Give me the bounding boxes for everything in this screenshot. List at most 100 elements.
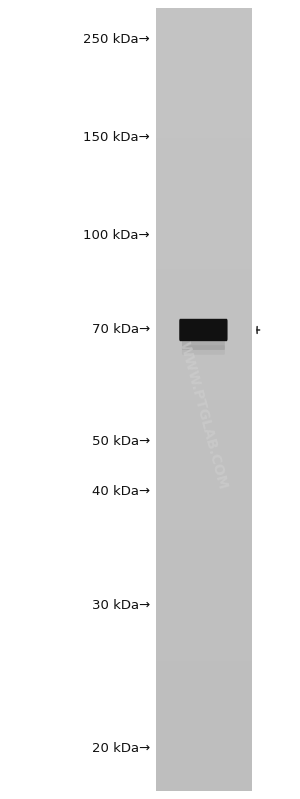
Bar (156, 738, 252, 741)
Bar (156, 699, 252, 702)
Bar (156, 180, 252, 183)
Bar (156, 705, 252, 707)
Bar (156, 559, 252, 562)
Bar (156, 357, 252, 360)
Text: 250 kDa→: 250 kDa→ (83, 34, 150, 46)
Bar (156, 232, 252, 235)
Bar (156, 326, 252, 329)
Bar (156, 114, 252, 117)
Bar (156, 425, 252, 428)
Bar (156, 602, 252, 606)
Bar (156, 52, 252, 55)
Bar (156, 467, 252, 470)
Bar (156, 441, 252, 444)
Bar (156, 211, 252, 214)
Bar (156, 491, 252, 494)
Bar (156, 368, 252, 371)
Bar (156, 206, 252, 209)
Bar (156, 749, 252, 752)
Bar (156, 109, 252, 113)
Bar (156, 167, 252, 170)
Bar (156, 310, 252, 313)
Bar (156, 42, 252, 45)
Bar (156, 503, 252, 507)
Bar (156, 574, 252, 577)
Bar (156, 548, 252, 551)
Bar (156, 741, 252, 744)
Text: 100 kDa→: 100 kDa→ (83, 229, 150, 242)
Bar (156, 68, 252, 70)
Bar (156, 470, 252, 472)
Bar (156, 138, 252, 141)
Bar (156, 209, 252, 212)
Bar (156, 7, 252, 10)
Bar (156, 201, 252, 204)
Bar (156, 328, 252, 332)
Bar (156, 509, 252, 511)
Bar (156, 39, 252, 42)
Bar (156, 219, 252, 222)
Bar (156, 506, 252, 509)
Bar (156, 639, 252, 642)
Bar (156, 190, 252, 193)
Bar (156, 128, 252, 131)
Bar (156, 713, 252, 715)
Bar (156, 715, 252, 718)
Bar (156, 376, 252, 379)
Bar (156, 751, 252, 754)
Bar (156, 97, 252, 99)
Bar (156, 352, 252, 355)
Bar (156, 746, 252, 749)
Bar (156, 594, 252, 598)
Bar (156, 276, 252, 280)
Bar (156, 18, 252, 21)
Bar (156, 214, 252, 217)
Bar (156, 334, 252, 337)
Bar (156, 788, 252, 791)
Bar (156, 65, 252, 68)
Bar (156, 754, 252, 757)
Bar (156, 637, 252, 640)
Bar (156, 136, 252, 138)
Bar (156, 590, 252, 593)
Bar (156, 62, 252, 66)
Bar (156, 371, 252, 373)
Bar (156, 551, 252, 554)
Bar (156, 237, 252, 240)
Bar (156, 324, 252, 327)
Bar (156, 185, 252, 188)
Bar (156, 532, 252, 535)
Bar (156, 394, 252, 397)
Bar (156, 282, 252, 284)
Bar (156, 577, 252, 579)
Bar (156, 400, 252, 402)
Bar (156, 730, 252, 733)
Bar (156, 316, 252, 319)
Bar (156, 75, 252, 78)
Bar (156, 373, 252, 376)
Bar (156, 462, 252, 465)
Bar (156, 600, 252, 603)
Bar (156, 775, 252, 778)
Bar (156, 483, 252, 486)
Bar (156, 253, 252, 256)
Text: 40 kDa→: 40 kDa→ (92, 485, 150, 498)
Bar (156, 91, 252, 94)
Text: 30 kDa→: 30 kDa→ (92, 599, 150, 612)
Bar (156, 645, 252, 647)
Bar (156, 292, 252, 295)
Bar (156, 780, 252, 783)
Bar (156, 618, 252, 622)
FancyBboxPatch shape (179, 319, 228, 341)
Bar (156, 610, 252, 614)
Bar (156, 221, 252, 225)
Bar (156, 538, 252, 540)
Bar (156, 587, 252, 590)
Bar (156, 777, 252, 781)
Bar (156, 728, 252, 731)
Bar (156, 344, 252, 348)
Bar (156, 499, 252, 501)
Bar (156, 592, 252, 595)
Bar (156, 279, 252, 282)
Bar (156, 99, 252, 102)
